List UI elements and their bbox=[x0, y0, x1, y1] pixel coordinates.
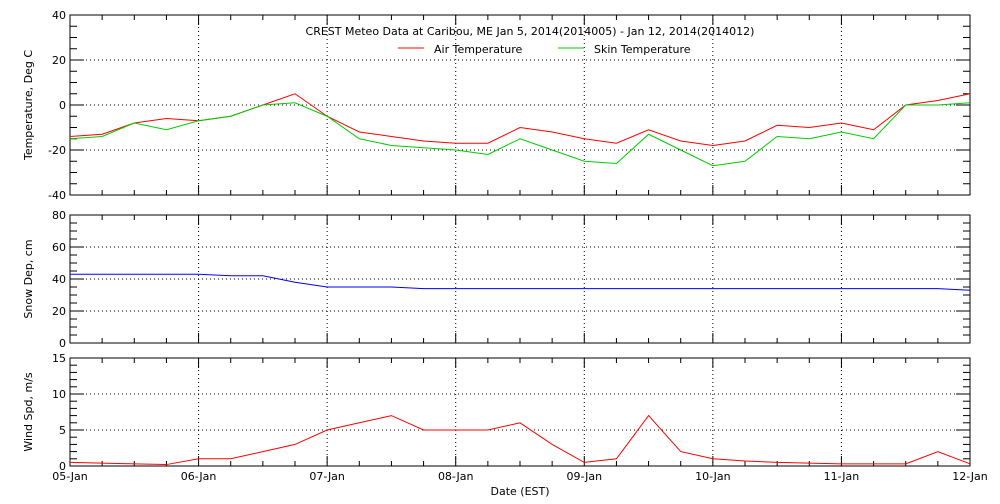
y-axis-label: Snow Dep, cm bbox=[22, 239, 35, 318]
y-tick-label: 5 bbox=[59, 424, 66, 437]
y-tick-label: 20 bbox=[52, 305, 66, 318]
y-tick-label: 60 bbox=[52, 241, 66, 254]
series-line-data bbox=[70, 273, 971, 291]
series-line-data bbox=[69, 414, 971, 466]
y-tick-label: 10 bbox=[52, 388, 66, 401]
x-tick-label: 11-Jan bbox=[824, 470, 860, 483]
plot-frame bbox=[69, 14, 971, 196]
legend-label: Air Temperature bbox=[434, 43, 523, 56]
x-tick-label: 07-Jan bbox=[309, 470, 345, 483]
series-line-skin-temperature bbox=[69, 102, 971, 167]
x-axis-label: Date (EST) bbox=[490, 485, 549, 498]
y-tick-label: -40 bbox=[48, 189, 66, 202]
y-axis-label: Temperature, Deg C bbox=[22, 50, 35, 161]
chart-title: CREST Meteo Data at Caribou, ME Jan 5, 2… bbox=[306, 25, 755, 38]
y-tick-label: 15 bbox=[52, 352, 66, 365]
y-tick-label: 80 bbox=[52, 209, 66, 222]
panel-2: 0 20 40 60 80 Snow Dep, cm bbox=[22, 209, 971, 350]
y-tick-label: 0 bbox=[59, 337, 66, 350]
x-tick-label: 09-Jan bbox=[567, 470, 603, 483]
y-tick-label: 0 bbox=[59, 99, 66, 112]
x-tick-label: 08-Jan bbox=[438, 470, 474, 483]
y-tick-label: 40 bbox=[52, 273, 66, 286]
plot-frame bbox=[69, 214, 971, 344]
plot-frame bbox=[69, 357, 971, 467]
y-tick-label: 40 bbox=[52, 9, 66, 22]
x-tick-label: 06-Jan bbox=[181, 470, 217, 483]
y-tick-label: 0 bbox=[59, 460, 66, 473]
x-tick-label: 10-Jan bbox=[695, 470, 731, 483]
x-tick-label: 05-Jan bbox=[52, 470, 88, 483]
x-tick-label: 12-Jan bbox=[952, 470, 988, 483]
panel-3: 0 5 10 15 Wind Spd, m/s Date (EST) bbox=[22, 352, 971, 498]
legend-label: Skin Temperature bbox=[594, 43, 691, 56]
y-tick-label: 20 bbox=[52, 54, 66, 67]
y-axis-label: Wind Spd, m/s bbox=[22, 372, 35, 452]
panel-1: -40 -20 0 20 40 Temperature, Deg C CREST Meteo… bbox=[22, 9, 971, 202]
y-tick-label: -20 bbox=[48, 144, 66, 157]
